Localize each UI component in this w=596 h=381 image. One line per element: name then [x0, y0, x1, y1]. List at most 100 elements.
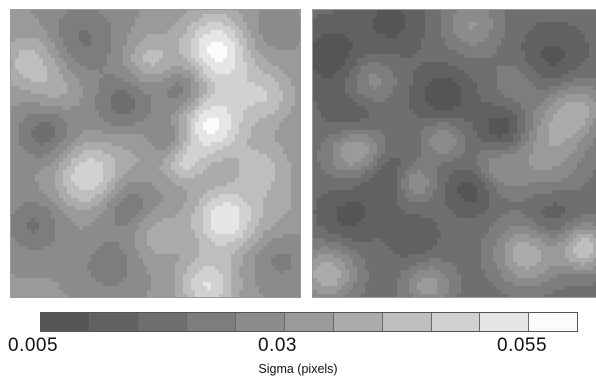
heatmap-cell: [199, 226, 203, 230]
heatmap-cell: [23, 202, 27, 206]
heatmap-cell: [283, 86, 287, 90]
heatmap-cell: [119, 150, 123, 154]
heatmap-cell: [67, 90, 71, 94]
heatmap-cell: [263, 222, 267, 226]
heatmap-cell: [195, 150, 199, 154]
heatmap-cell: [239, 162, 243, 166]
heatmap-cell: [31, 110, 35, 114]
heatmap-cell: [107, 242, 111, 246]
heatmap-cell: [47, 258, 51, 262]
heatmap-cell: [63, 98, 67, 102]
heatmap-cell: [155, 174, 159, 178]
heatmap-cell: [131, 266, 135, 270]
heatmap-cell: [107, 146, 111, 150]
heatmap-cell: [159, 50, 163, 54]
heatmap-cell: [239, 54, 243, 58]
heatmap-cell: [159, 30, 163, 34]
heatmap-cell: [55, 170, 59, 174]
heatmap-cell: [247, 78, 251, 82]
heatmap-cell: [95, 198, 99, 202]
heatmap-cell: [115, 266, 119, 270]
heatmap-cell: [127, 138, 131, 142]
heatmap-cell: [111, 118, 115, 122]
heatmap-cell: [295, 190, 299, 194]
heatmap-cell: [143, 262, 147, 266]
heatmap-cell: [227, 146, 231, 150]
heatmap-cell: [23, 22, 27, 26]
heatmap-cell: [163, 58, 167, 62]
heatmap-cell: [155, 166, 159, 170]
heatmap-cell: [19, 150, 23, 154]
heatmap-cell: [207, 170, 211, 174]
heatmap-cell: [255, 134, 259, 138]
heatmap-cell: [67, 258, 71, 262]
heatmap-cell: [39, 222, 43, 226]
heatmap-cell: [155, 18, 159, 22]
heatmap-cell: [99, 282, 103, 286]
heatmap-cell: [243, 258, 247, 262]
heatmap-cell: [267, 54, 271, 58]
heatmap-cell: [71, 102, 75, 106]
heatmap-cell: [195, 102, 199, 106]
heatmap-cell: [231, 250, 235, 254]
heatmap-cell: [131, 178, 135, 182]
heatmap-cell: [51, 38, 55, 42]
heatmap-cell: [151, 14, 155, 18]
heatmap-cell: [79, 90, 83, 94]
heatmap-cell: [115, 206, 119, 210]
heatmap-cell: [251, 262, 255, 266]
heatmap-cell: [15, 110, 19, 114]
heatmap-cell: [215, 258, 219, 262]
heatmap-cell: [123, 98, 127, 102]
heatmap-cell: [103, 198, 107, 202]
heatmap-cell: [191, 186, 195, 190]
heatmap-cell: [123, 154, 127, 158]
heatmap-cell: [199, 146, 203, 150]
heatmap-cell: [11, 110, 15, 114]
heatmap-cell: [259, 242, 263, 246]
heatmap-cell: [163, 30, 167, 34]
heatmap-cell: [215, 266, 219, 270]
heatmap-cell: [255, 154, 259, 158]
heatmap-cell: [99, 94, 103, 98]
heatmap-cell: [231, 18, 235, 22]
heatmap-cell: [267, 34, 271, 38]
heatmap-cell: [83, 154, 87, 158]
heatmap-cell: [275, 38, 279, 42]
heatmap-cell: [267, 274, 271, 278]
heatmap-cell: [251, 26, 255, 30]
heatmap-cell: [255, 70, 259, 74]
heatmap-cell: [27, 238, 31, 242]
heatmap-cell: [263, 10, 267, 14]
heatmap-cell: [15, 38, 19, 42]
heatmap-cell: [23, 254, 27, 258]
heatmap-cell: [187, 186, 191, 190]
heatmap-cell: [91, 62, 95, 66]
heatmap-cell: [15, 134, 19, 138]
heatmap-cell: [23, 82, 27, 86]
heatmap-cell: [99, 170, 103, 174]
heatmap-cell: [107, 186, 111, 190]
heatmap-cell: [247, 194, 251, 198]
heatmap-cell: [15, 242, 19, 246]
heatmap-cell: [119, 194, 123, 198]
heatmap-cell: [191, 230, 195, 234]
heatmap-cell: [51, 198, 55, 202]
heatmap-cell: [87, 54, 91, 58]
heatmap-cell: [203, 218, 207, 222]
heatmap-cell: [99, 74, 103, 78]
heatmap-cell: [95, 110, 99, 114]
heatmap-cell: [83, 282, 87, 286]
heatmap-cell: [271, 230, 275, 234]
heatmap-cell: [63, 186, 67, 190]
heatmap-cell: [171, 170, 175, 174]
heatmap-cell: [15, 174, 19, 178]
heatmap-cell: [63, 230, 67, 234]
heatmap-cell: [23, 214, 27, 218]
heatmap-cell: [67, 58, 71, 62]
heatmap-cell: [131, 258, 135, 262]
heatmap-cell: [139, 86, 143, 90]
heatmap-cell: [263, 170, 267, 174]
heatmap-cell: [15, 274, 19, 278]
heatmap-cell: [31, 234, 35, 238]
